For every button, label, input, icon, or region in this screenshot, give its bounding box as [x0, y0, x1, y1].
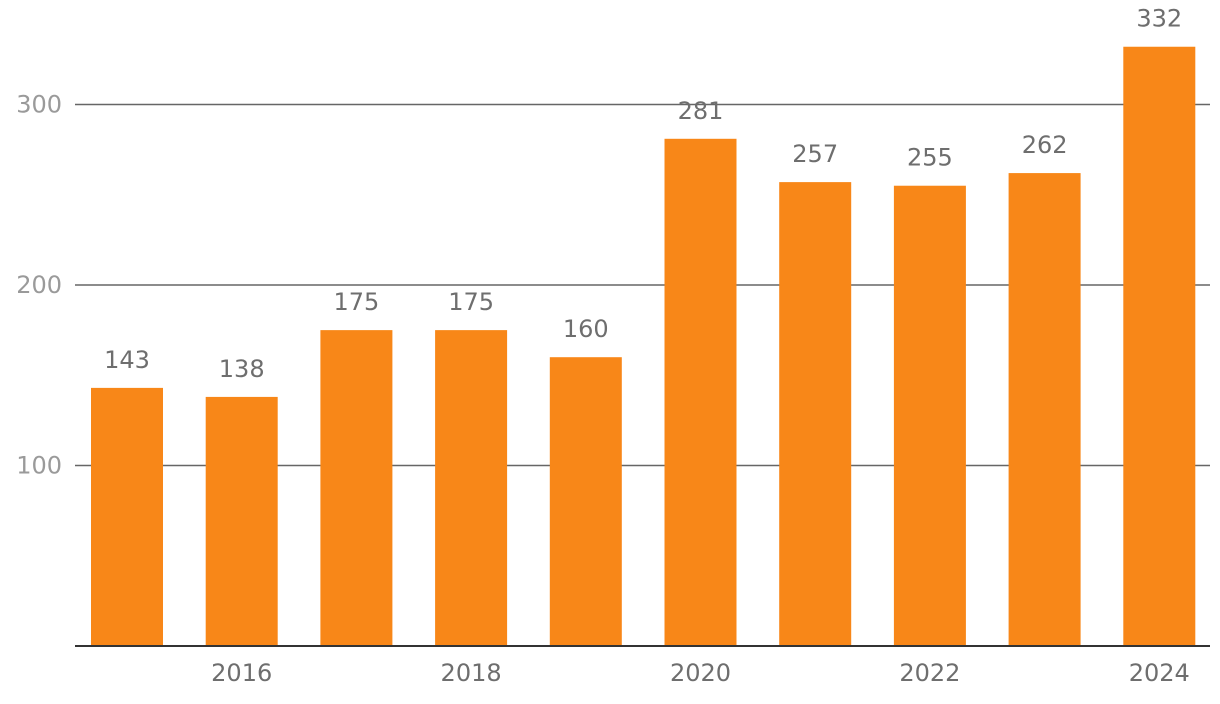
bar [435, 330, 508, 646]
bar [893, 185, 966, 646]
y-axis: 100 200 300 [16, 91, 62, 480]
bar [91, 387, 163, 646]
y-tick-label: 300 [16, 91, 62, 119]
bar [664, 138, 737, 647]
x-tick-label: 2018 [441, 659, 502, 687]
bar [1008, 173, 1081, 646]
data-label: 281 [678, 97, 724, 125]
x-tick-label: 2022 [899, 659, 960, 687]
bar [779, 182, 852, 647]
bar [1123, 46, 1196, 647]
data-label: 138 [219, 355, 265, 383]
data-labels: 143 138 175 175 160 281 257 255 262 332 [104, 5, 1182, 383]
data-label: 332 [1136, 5, 1182, 33]
bar [549, 357, 622, 646]
y-tick-label: 200 [16, 271, 62, 299]
x-axis: 2016 2018 2020 2022 2024 [75, 645, 1210, 687]
x-tick-label: 2024 [1129, 659, 1190, 687]
data-label: 175 [333, 288, 379, 316]
data-label: 143 [104, 346, 150, 374]
bars [91, 46, 1196, 647]
data-label: 175 [448, 288, 494, 316]
x-tick-label: 2016 [211, 659, 272, 687]
data-label: 160 [563, 315, 609, 343]
x-tick-label: 2020 [670, 659, 731, 687]
data-label: 257 [792, 140, 838, 168]
data-label: 255 [907, 144, 953, 172]
bar [320, 330, 393, 646]
bar [205, 396, 278, 646]
data-label: 262 [1022, 131, 1068, 159]
y-tick-label: 100 [16, 452, 62, 480]
